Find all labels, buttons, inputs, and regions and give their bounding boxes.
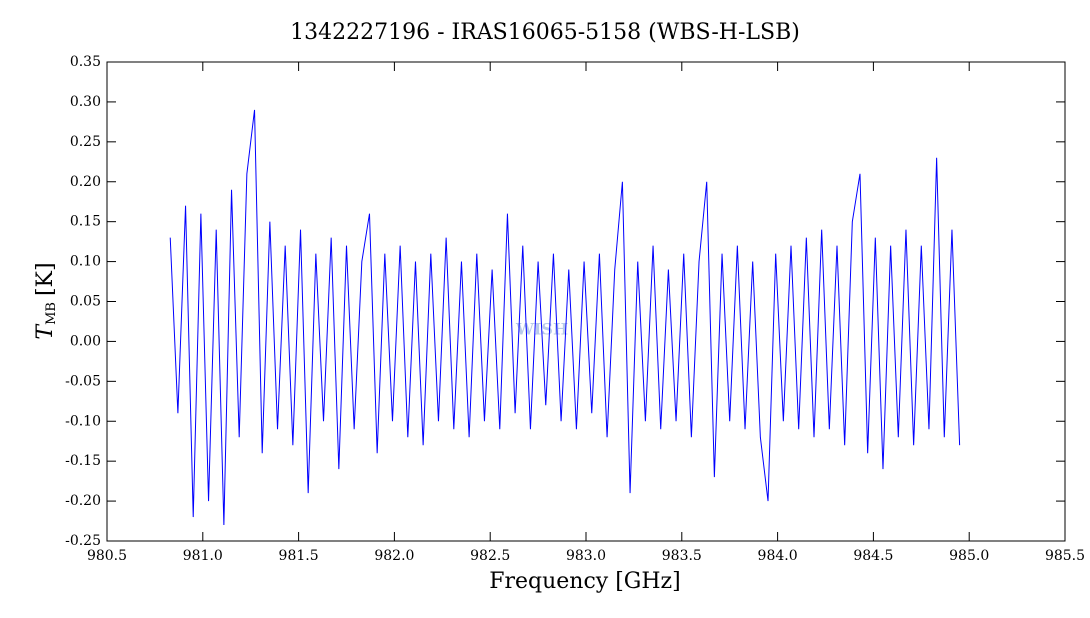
x-tick-label: 983.0 (566, 548, 606, 564)
y-tick-label: 0.30 (70, 94, 101, 110)
y-tick-label: -0.15 (65, 453, 101, 469)
x-axis-label: Frequency [GHz] (489, 569, 681, 594)
x-tick-label: 984.0 (758, 548, 798, 564)
y-tick-label: -0.05 (65, 373, 101, 389)
y-tick-label: 0.05 (70, 294, 101, 310)
y-label-sub: MB (44, 302, 59, 325)
x-tick-label: 982.5 (470, 548, 510, 564)
x-tick-label: 981.5 (279, 548, 319, 564)
x-tick-label: 983.5 (662, 548, 702, 564)
y-tick-label: 0.35 (70, 54, 101, 70)
y-tick-label: 0.15 (70, 214, 101, 230)
spectrum-line (169, 109, 961, 526)
chart-title: 1342227196 - IRAS16065-5158 (WBS-H-LSB) (290, 20, 800, 45)
x-tick-label: 984.5 (853, 548, 893, 564)
y-tick-label: 0.00 (70, 333, 101, 349)
y-tick-label: -0.25 (65, 533, 101, 549)
x-tick-label: 982.0 (374, 548, 414, 564)
y-label-main: T (33, 323, 58, 340)
y-tick-label: 0.25 (70, 134, 101, 150)
y-tick-label: 0.20 (70, 174, 101, 190)
y-tick-label: -0.10 (65, 413, 101, 429)
x-tick-label: 980.5 (87, 548, 127, 564)
x-tick-label: 985.5 (1045, 548, 1085, 564)
x-tick-label: 985.0 (949, 548, 989, 564)
y-tick-label: 0.10 (70, 254, 101, 270)
x-tick-label: 981.0 (183, 548, 223, 564)
y-tick-label: -0.20 (65, 493, 101, 509)
y-axis-label: TMB [K] (33, 262, 59, 339)
y-label-unit: [K] (33, 262, 58, 296)
